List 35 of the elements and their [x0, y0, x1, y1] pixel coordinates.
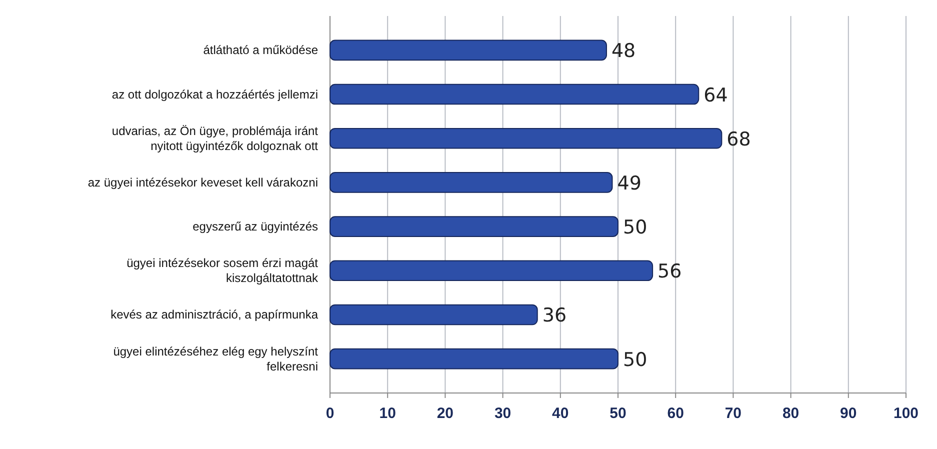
y-tick-label: ügyei intézésekor sosem érzi magát kiszolgáltatottnak	[126, 256, 319, 286]
y-tick-label: udvarias, az Ön ügye, problémája iránt nyitott ügyintézők dolgoznak ott	[112, 124, 319, 153]
x-tick-label: 100	[893, 405, 919, 422]
bar	[330, 216, 618, 237]
data-label: 50	[623, 216, 648, 239]
x-tick-label: 40	[552, 405, 569, 422]
data-label: 49	[617, 172, 642, 194]
y-tick-label: ügyei elintézéséhez elég egy helyszínt felkeresni	[113, 344, 319, 374]
data-label: 48	[611, 40, 636, 62]
bar	[330, 40, 607, 61]
y-tick-label: átlátható a működése	[203, 43, 318, 58]
data-label: 50	[623, 348, 648, 371]
y-tick-label: az ügyei intézésekor keveset kell várakozni	[88, 175, 318, 190]
x-tick-label: 60	[667, 405, 684, 422]
y-tick-label: kevés az adminisztráció, a papírmunka	[110, 308, 318, 322]
x-tick-label: 30	[494, 405, 512, 422]
x-tick-label: 50	[610, 405, 626, 422]
data-label: 64	[704, 84, 728, 106]
x-tick-label: 70	[724, 405, 742, 422]
data-label: 56	[658, 260, 682, 283]
y-tick-label: egyszerű az ügyintézés	[192, 220, 318, 234]
bar	[330, 128, 722, 149]
bar	[330, 84, 700, 105]
x-tick-label: 10	[379, 405, 396, 422]
bar	[330, 260, 654, 282]
bar	[330, 172, 613, 193]
x-tick-label: 90	[840, 405, 857, 422]
bar	[330, 304, 538, 326]
x-tick-label: 20	[436, 405, 454, 422]
bar	[330, 348, 618, 370]
data-label: 68	[726, 128, 751, 150]
x-tick-label: 0	[326, 405, 334, 422]
y-tick-label: az ott dolgozókat a hozzáértés jellemzi	[112, 87, 318, 102]
x-tick-label: 80	[782, 405, 800, 422]
data-label: 36	[542, 304, 567, 327]
